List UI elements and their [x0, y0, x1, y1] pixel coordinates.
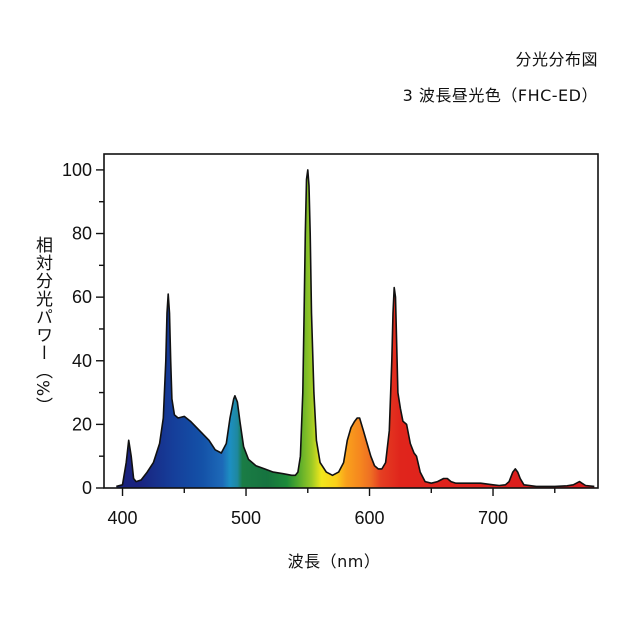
y-tick-label: 100: [62, 160, 92, 180]
x-tick-label: 600: [355, 508, 385, 528]
x-tick-label: 700: [478, 508, 508, 528]
spectrum-line-0: [116, 169, 595, 488]
chart-subtitle: 3 波長昼光色（FHC-ED）: [402, 86, 598, 105]
y-tick-label: 0: [82, 478, 92, 498]
plot-frame: [103, 153, 599, 489]
chart-title: 分光分布図: [515, 50, 598, 69]
y-tick-label: 40: [72, 351, 92, 371]
x-tick-label: 400: [108, 508, 138, 528]
x-axis-label: 波長（nm）: [287, 552, 381, 571]
title-block: 分光分布図 3 波長昼光色（FHC-ED）: [403, 48, 598, 108]
spectrum-area-0: [116, 169, 595, 488]
x-tick-label: 500: [231, 508, 261, 528]
y-tick-label: 60: [72, 287, 92, 307]
y-axis-label: 相対分光パワー（%）: [32, 236, 52, 416]
y-tick-label: 80: [72, 224, 92, 244]
y-tick-label: 20: [72, 414, 92, 434]
